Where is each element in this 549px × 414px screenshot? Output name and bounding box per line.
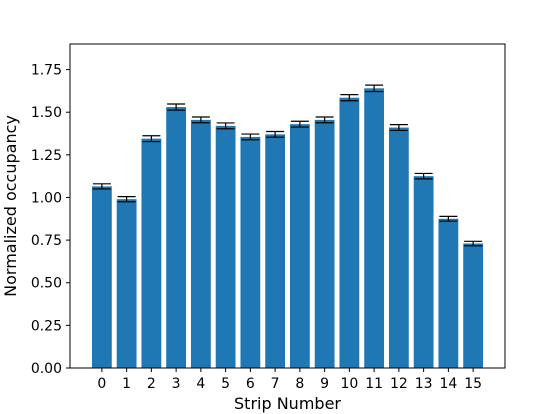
error-bar-13 (414, 172, 433, 180)
y-tick-label: 1.75 (31, 63, 62, 79)
bar-13 (413, 176, 434, 368)
x-tick-label: 6 (246, 376, 255, 392)
y-axis-label: Normalized occupancy (1, 115, 20, 297)
x-tick-label: 5 (221, 376, 230, 392)
bar-3 (166, 107, 187, 369)
y-axis-ticks: 0.00 0.25 0.50 0.75 1.00 1.25 1.50 1.75 (31, 63, 70, 377)
y-tick-label: 0.75 (31, 233, 62, 249)
bars-group (91, 88, 484, 369)
error-bar-3 (167, 103, 186, 111)
y-tick-label: 1.25 (31, 148, 62, 164)
x-tick-label: 8 (295, 376, 304, 392)
error-bar-14 (439, 215, 458, 222)
y-tick-label: 0.00 (31, 361, 62, 377)
y-tick-label: 1.00 (31, 190, 62, 206)
bar-11 (364, 88, 385, 368)
bar-6 (240, 136, 261, 368)
error-bar-6 (241, 133, 260, 141)
x-tick-label: 10 (340, 376, 358, 392)
bar-15 (463, 243, 484, 368)
bar-8 (289, 124, 310, 368)
x-tick-label: 14 (439, 376, 457, 392)
bar-1 (116, 199, 137, 368)
x-tick-label: 12 (390, 376, 408, 392)
error-bar-12 (389, 124, 408, 132)
error-bar-2 (142, 135, 161, 143)
x-tick-label: 1 (122, 376, 131, 392)
y-tick-label: 0.25 (31, 318, 62, 334)
error-bar-7 (266, 130, 285, 138)
plot-frame (69, 43, 506, 369)
error-bar-15 (464, 240, 483, 247)
bar-14 (438, 218, 459, 368)
error-bar-5 (216, 122, 235, 130)
x-tick-label: 7 (271, 376, 280, 392)
y-tick-label: 1.50 (31, 105, 62, 121)
x-tick-label: 11 (365, 376, 383, 392)
x-axis-ticks: 0 1 2 3 4 5 6 7 8 9 10 11 12 13 14 15 (97, 368, 482, 392)
bar-2 (141, 138, 162, 368)
error-bar-1 (117, 196, 136, 203)
x-tick-label: 9 (320, 376, 329, 392)
x-tick-label: 15 (464, 376, 482, 392)
error-bar-0 (92, 183, 111, 190)
x-tick-label: 3 (172, 376, 181, 392)
bar-4 (190, 119, 211, 368)
x-tick-label: 2 (147, 376, 156, 392)
x-tick-label: 13 (415, 376, 433, 392)
x-tick-label: 0 (97, 376, 106, 392)
x-tick-label: 4 (196, 376, 205, 392)
error-bars-group (92, 84, 483, 247)
bar-7 (265, 134, 286, 368)
error-bar-4 (191, 116, 210, 124)
bar-10 (339, 97, 360, 368)
x-axis-label: Strip Number (234, 394, 341, 413)
error-bar-11 (365, 84, 384, 93)
bar-9 (314, 119, 335, 368)
bar-12 (388, 127, 409, 368)
bar-0 (91, 186, 112, 368)
y-tick-label: 0.50 (31, 276, 62, 292)
error-bar-10 (340, 94, 359, 102)
error-bar-9 (315, 116, 334, 124)
error-bar-8 (290, 120, 309, 128)
bar-5 (215, 125, 236, 368)
